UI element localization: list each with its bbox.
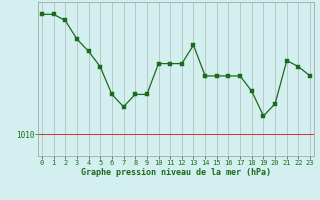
X-axis label: Graphe pression niveau de la mer (hPa): Graphe pression niveau de la mer (hPa): [81, 168, 271, 177]
